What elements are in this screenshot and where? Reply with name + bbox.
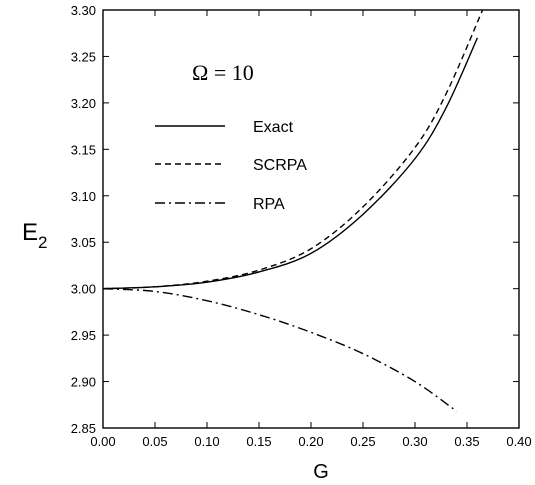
y-tick-label: 3.10 [71,189,96,204]
y-tick-label: 3.00 [71,282,96,297]
x-tick-label: 0.30 [402,434,427,449]
series-lines [102,9,484,412]
y-tick-label: 3.30 [71,3,96,18]
x-tick-label: 0.20 [298,434,323,449]
axis-tick-labels: 0.00 0.05 0.10 0.15 0.20 0.25 0.30 0.35 0.40 2.85… [71,3,532,449]
x-tick-label: 0.05 [142,434,167,449]
legend: Exact SCRPA RPA [155,119,307,213]
y-tick-label: 3.20 [71,96,96,111]
legend-label-scrpa: SCRPA [253,157,307,174]
y-tick-label: 3.05 [71,235,96,250]
y-tick-label: 2.95 [71,328,96,343]
y-axis-title-subscript: 2 [38,233,47,252]
y-tick-label: 2.85 [71,421,96,436]
y-tick-label: 3.15 [71,142,96,157]
y-tick-label: 3.25 [71,49,96,64]
x-tick-label: 0.15 [246,434,271,449]
legend-label-exact: Exact [253,119,294,136]
x-tick-label: 0.00 [90,434,115,449]
x-tick-label: 0.40 [506,434,531,449]
y-axis-title-main: E [22,219,38,246]
y-axis-title: E2 [22,219,47,252]
omega-annotation: Ω = 10 [192,60,254,85]
x-tick-label: 0.35 [454,434,479,449]
series-line-scrpa [102,9,484,290]
x-axis-title: G [313,461,329,483]
x-tick-label: 0.25 [350,434,375,449]
series-line-rpa [102,287,458,412]
y-tick-label: 2.90 [71,375,96,390]
axis-ticks [102,9,520,429]
legend-label-rpa: RPA [253,196,285,213]
x-tick-label: 0.10 [194,434,219,449]
